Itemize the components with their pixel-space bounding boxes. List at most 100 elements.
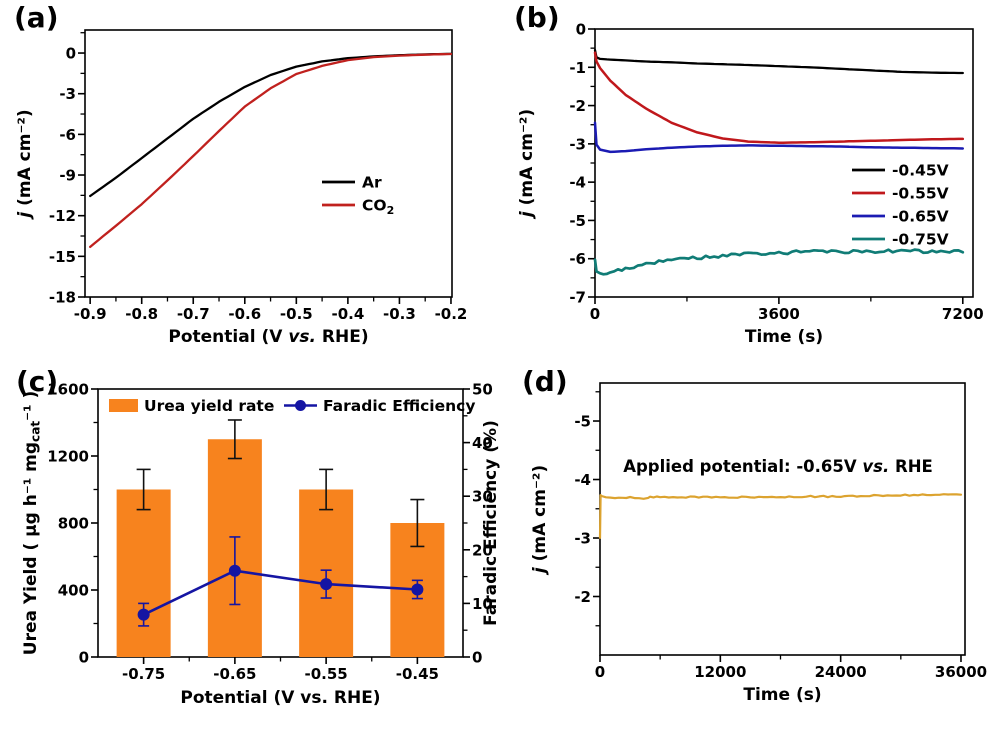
y-axis: 0 -1 -2 -3 -4 -5 -6 -7 bbox=[569, 21, 595, 307]
left-axis-title: Urea Yield ( μg h⁻¹ mgcat⁻¹ ) bbox=[21, 391, 43, 655]
x-tick-label: 0 bbox=[595, 663, 605, 681]
legend-label-m075: -0.75V bbox=[892, 231, 949, 249]
x-tick-label: 3600 bbox=[758, 305, 800, 323]
x-tick-label: -0.3 bbox=[383, 305, 416, 323]
legend-label-co2: CO2 bbox=[362, 197, 394, 218]
legend-label-m045: -0.45V bbox=[892, 162, 949, 180]
y-tick-label: -1 bbox=[569, 59, 586, 77]
x-tick-label: 24000 bbox=[815, 663, 867, 681]
x-tick-label: 0 bbox=[590, 305, 600, 323]
bars bbox=[116, 439, 445, 657]
y-tick-label: 1200 bbox=[47, 448, 89, 466]
x-tick-label: -0.4 bbox=[331, 305, 364, 323]
y-tick-label: -5 bbox=[574, 413, 591, 431]
x-tick-label: -0.75 bbox=[122, 665, 165, 683]
panel-c: -0.75 -0.65 -0.55 -0.45 Potential (V vs. RHE… bbox=[0, 360, 510, 729]
y-tick-label: -2 bbox=[569, 97, 586, 115]
curve-ar bbox=[89, 52, 453, 198]
x-tick-label: -0.7 bbox=[177, 305, 210, 323]
plot-frame bbox=[599, 382, 966, 656]
curve-stability bbox=[598, 493, 963, 539]
y-tick-label: 20 bbox=[472, 541, 493, 559]
y-tick-label: 1600 bbox=[47, 381, 89, 399]
x-tick-label: -0.9 bbox=[74, 305, 107, 323]
y-tick-label: -2 bbox=[574, 588, 591, 606]
x-tick-label: -0.65 bbox=[213, 665, 256, 683]
y-tick-label: -7 bbox=[569, 289, 586, 307]
x-tick-label: -0.55 bbox=[305, 665, 348, 683]
y-tick-label: -4 bbox=[569, 174, 586, 192]
legend-label-m055: -0.55V bbox=[892, 185, 949, 203]
fe-point bbox=[228, 564, 241, 577]
legend-label-bar: Urea yield rate bbox=[144, 397, 274, 415]
fe-point bbox=[320, 578, 333, 591]
efficiency-line bbox=[137, 536, 424, 627]
curve-m075 bbox=[593, 248, 965, 276]
y-axis: 0 -3 -6 -9 -12 -15 -18 bbox=[49, 32, 85, 307]
chart-b-chronoamperometry: 0 3600 7200 0 -1 -2 -3 -4 -5 -6 -7 Time (s) j (mA cm… bbox=[517, 21, 984, 348]
y-tick-label: -3 bbox=[569, 135, 586, 153]
y-tick-label: 40 bbox=[472, 434, 493, 452]
legend: Urea yield rate Faradic Efficiency bbox=[109, 397, 475, 415]
y-tick-label: -5 bbox=[569, 212, 586, 230]
curve-m045 bbox=[593, 48, 964, 75]
y-tick-label: 400 bbox=[58, 582, 89, 600]
x-tick-label: -0.5 bbox=[280, 305, 313, 323]
y-axis: -5 -4 -3 -2 bbox=[574, 391, 600, 627]
x-tick-label: -0.8 bbox=[125, 305, 158, 323]
y-tick-label: -6 bbox=[569, 250, 586, 268]
y-tick-label: 800 bbox=[58, 515, 89, 533]
legend-point bbox=[295, 400, 306, 411]
x-axis: -0.9 -0.8 -0.7 -0.6 -0.5 -0.4 -0.3 -0.2 bbox=[74, 297, 468, 323]
y-tick-label: -18 bbox=[49, 289, 76, 307]
left-y-axis: 0 400 800 1200 1600 bbox=[47, 381, 98, 667]
x-tick-label: -0.2 bbox=[435, 305, 468, 323]
chart-c-yield-efficiency: -0.75 -0.65 -0.55 -0.45 Potential (V vs. RHE… bbox=[21, 381, 501, 709]
bar bbox=[116, 489, 171, 657]
y-tick-label: 30 bbox=[472, 488, 493, 506]
legend: Ar CO2 bbox=[322, 174, 394, 218]
y-axis-title: j (mA cm⁻²) bbox=[530, 465, 550, 576]
panel-a: -0.9 -0.8 -0.7 -0.6 -0.5 -0.4 -0.3 -0.2 0 -3 -6 -9 -… bbox=[0, 0, 500, 360]
curve-co2 bbox=[89, 52, 453, 249]
x-axis: 0 12000 24000 36000 bbox=[595, 655, 987, 681]
panel-b-label: (b) bbox=[514, 1, 560, 34]
x-tick-label: -0.45 bbox=[396, 665, 439, 683]
fe-curve bbox=[143, 569, 418, 616]
y-tick-label: -9 bbox=[59, 167, 76, 185]
legend-label-line: Faradic Efficiency bbox=[323, 397, 475, 415]
legend-label-m065: -0.65V bbox=[892, 208, 949, 226]
y-tick-label: 0 bbox=[79, 649, 89, 667]
right-y-axis: 0 10 20 30 40 50 bbox=[463, 381, 493, 667]
fe-point bbox=[137, 608, 150, 621]
x-tick-label: 12000 bbox=[694, 663, 746, 681]
x-axis: -0.75 -0.65 -0.55 -0.45 bbox=[122, 657, 439, 683]
y-tick-label: -12 bbox=[49, 207, 76, 225]
y-tick-label: -3 bbox=[574, 530, 591, 548]
panel-c-label: (c) bbox=[16, 365, 59, 398]
legend-swatch-bar bbox=[109, 399, 138, 412]
y-tick-label: -4 bbox=[574, 471, 591, 489]
legend: -0.45V -0.55V -0.65V -0.75V bbox=[852, 162, 949, 249]
y-tick-label: 50 bbox=[472, 381, 493, 399]
annotation: Applied potential: -0.65V vs. RHE bbox=[623, 457, 933, 476]
fe-point bbox=[411, 583, 424, 596]
panel-a-label: (a) bbox=[14, 1, 59, 34]
panel-d: 0 12000 24000 36000 -5 -4 -3 -2 Time (s) j (mA cm… bbox=[510, 360, 1000, 729]
x-axis-title: Time (s) bbox=[743, 685, 821, 705]
plot-frame bbox=[84, 29, 453, 298]
right-axis-title: Faradic Efficiency (%) bbox=[481, 420, 501, 626]
x-axis: 0 3600 7200 bbox=[590, 297, 984, 323]
legend-label-ar: Ar bbox=[362, 174, 382, 192]
y-tick-label: 0 bbox=[576, 21, 586, 39]
y-tick-label: 0 bbox=[472, 649, 482, 667]
chart-a-lsv: -0.9 -0.8 -0.7 -0.6 -0.5 -0.4 -0.3 -0.2 0 -3 -6 -9 -… bbox=[15, 29, 468, 347]
y-tick-label: 0 bbox=[66, 45, 76, 63]
y-axis-title: j (mA cm⁻²) bbox=[517, 109, 537, 220]
panel-d-label: (d) bbox=[522, 365, 568, 398]
x-tick-label: 36000 bbox=[935, 663, 987, 681]
curve-m065 bbox=[593, 121, 965, 154]
panel-b: 0 3600 7200 0 -1 -2 -3 -4 -5 -6 -7 Time (s) j (mA cm… bbox=[500, 0, 1000, 360]
y-tick-label: 10 bbox=[472, 595, 493, 613]
